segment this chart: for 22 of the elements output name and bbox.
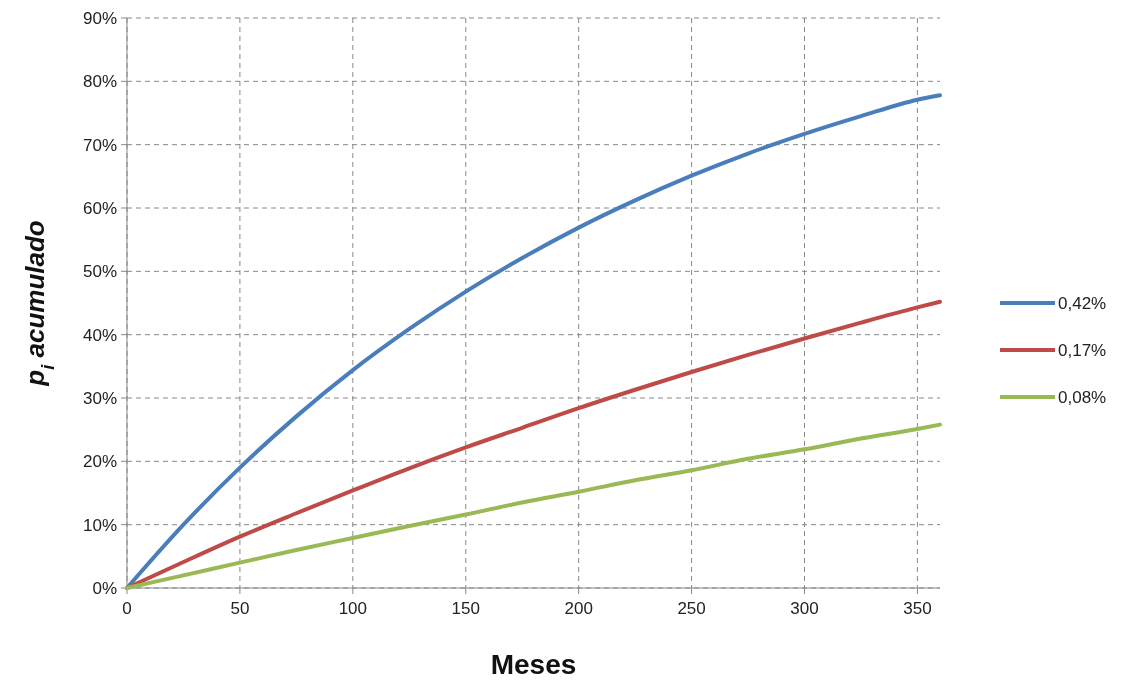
x-tick-label: 150 bbox=[451, 599, 480, 618]
y-tick-label: 90% bbox=[82, 9, 117, 28]
legend-label: 0,17% bbox=[1058, 341, 1107, 360]
legend-label: 0,08% bbox=[1058, 388, 1107, 407]
y-tick-label: 60% bbox=[82, 199, 117, 218]
x-tick-label: 100 bbox=[338, 599, 368, 618]
y-tick-label: 0% bbox=[92, 579, 117, 598]
y-tick-label: 20% bbox=[82, 452, 117, 472]
x-tick-label: 0 bbox=[122, 599, 132, 618]
y-tick-label: 40% bbox=[82, 325, 117, 345]
x-tick-label: 50 bbox=[230, 599, 250, 618]
x-axis-title: Meses bbox=[490, 649, 577, 680]
y-tick-label: 80% bbox=[82, 72, 117, 92]
x-tick-label: 200 bbox=[564, 599, 593, 618]
legend-label: 0,42% bbox=[1058, 294, 1107, 313]
y-tick-label: 70% bbox=[82, 135, 117, 155]
x-tick-label: 250 bbox=[677, 599, 706, 618]
y-tick-label: 10% bbox=[82, 515, 117, 535]
x-tick-label: 350 bbox=[903, 599, 932, 618]
y-tick-label: 30% bbox=[82, 389, 117, 408]
y-tick-label: 50% bbox=[82, 262, 117, 282]
x-tick-label: 300 bbox=[790, 599, 819, 618]
